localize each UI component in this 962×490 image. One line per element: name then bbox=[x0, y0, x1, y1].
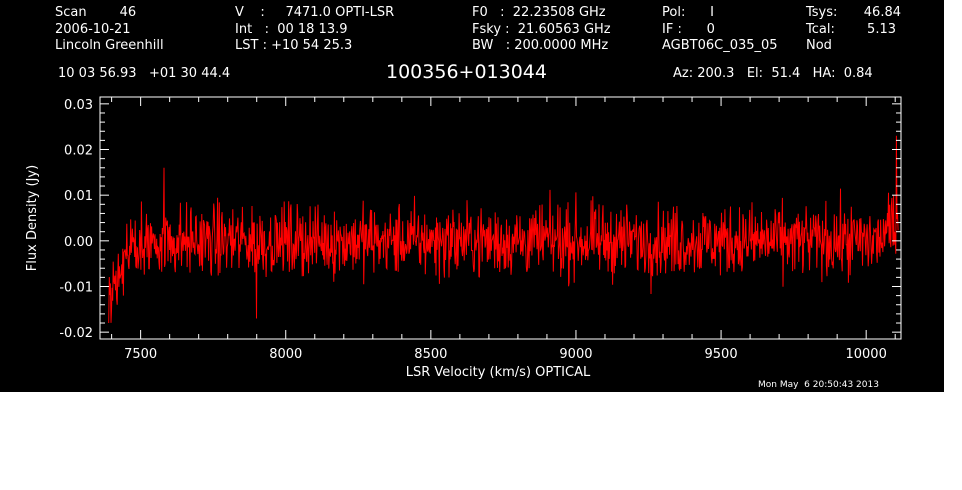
y-tick-label: 0.03 bbox=[64, 98, 93, 113]
if-label: IF : 0 bbox=[662, 22, 715, 37]
pointing-label: Az: 200.3 El: 51.4 HA: 0.84 bbox=[673, 66, 873, 81]
plot-frame bbox=[99, 96, 902, 340]
project-label: AGBT06C_035_05 bbox=[662, 38, 778, 53]
lst-label: LST : +10 54 25.3 bbox=[235, 38, 353, 53]
rest-freq-label: F0 : 22.23508 GHz bbox=[472, 5, 606, 20]
plot-timestamp: Mon May 6 20:50:43 2013 bbox=[758, 380, 879, 390]
observer-label: Lincoln Greenhill bbox=[55, 38, 164, 53]
flux-series-line bbox=[108, 135, 899, 324]
x-tick-label: 10000 bbox=[845, 347, 886, 362]
coordinates-label: 10 03 56.93 +01 30 44.4 bbox=[58, 66, 231, 81]
y-axis-title: Flux Density (Jy) bbox=[25, 165, 40, 271]
x-tick-label: 9500 bbox=[705, 347, 738, 362]
scan-label: Scan 46 bbox=[55, 5, 137, 20]
spectrum-panel: Scan 46 2006-10-21 Lincoln Greenhill V :… bbox=[0, 0, 944, 392]
tcal-value: 5.13 bbox=[867, 22, 896, 37]
polarization-label: Pol: I bbox=[662, 5, 714, 20]
integration-label: Int : 00 18 13.9 bbox=[235, 22, 348, 37]
y-tick-label: 0.01 bbox=[64, 189, 93, 204]
x-axis-title: LSR Velocity (km/s) OPTICAL bbox=[406, 365, 591, 380]
nod-label: Nod bbox=[806, 38, 832, 53]
y-tick-label: 0.00 bbox=[64, 235, 93, 250]
x-tick-label: 8500 bbox=[414, 347, 447, 362]
y-tick-label: -0.02 bbox=[59, 326, 93, 341]
date-label: 2006-10-21 bbox=[55, 22, 131, 37]
x-tick-label: 9000 bbox=[559, 347, 592, 362]
y-tick-label: 0.02 bbox=[64, 144, 93, 159]
velocity-label: V : 7471.0 OPTI-LSR bbox=[235, 5, 395, 20]
flux-spectrum-chart: 7500 8000 8500 9000 9500 10000 -0.02 -0.01 0.00 0… bbox=[25, 96, 902, 380]
tsys-label: Tsys: bbox=[806, 5, 838, 20]
tsys-value: 46.84 bbox=[863, 5, 901, 20]
tcal-label: Tcal: bbox=[806, 22, 835, 37]
x-tick-label: 8000 bbox=[269, 347, 302, 362]
bandwidth-label: BW : 200.0000 MHz bbox=[472, 38, 609, 53]
y-tick-label: -0.01 bbox=[59, 280, 93, 295]
x-tick-label: 7500 bbox=[124, 347, 157, 362]
sky-freq-label: Fsky : 21.60563 GHz bbox=[472, 22, 611, 37]
source-name: 100356+013044 bbox=[386, 61, 547, 83]
